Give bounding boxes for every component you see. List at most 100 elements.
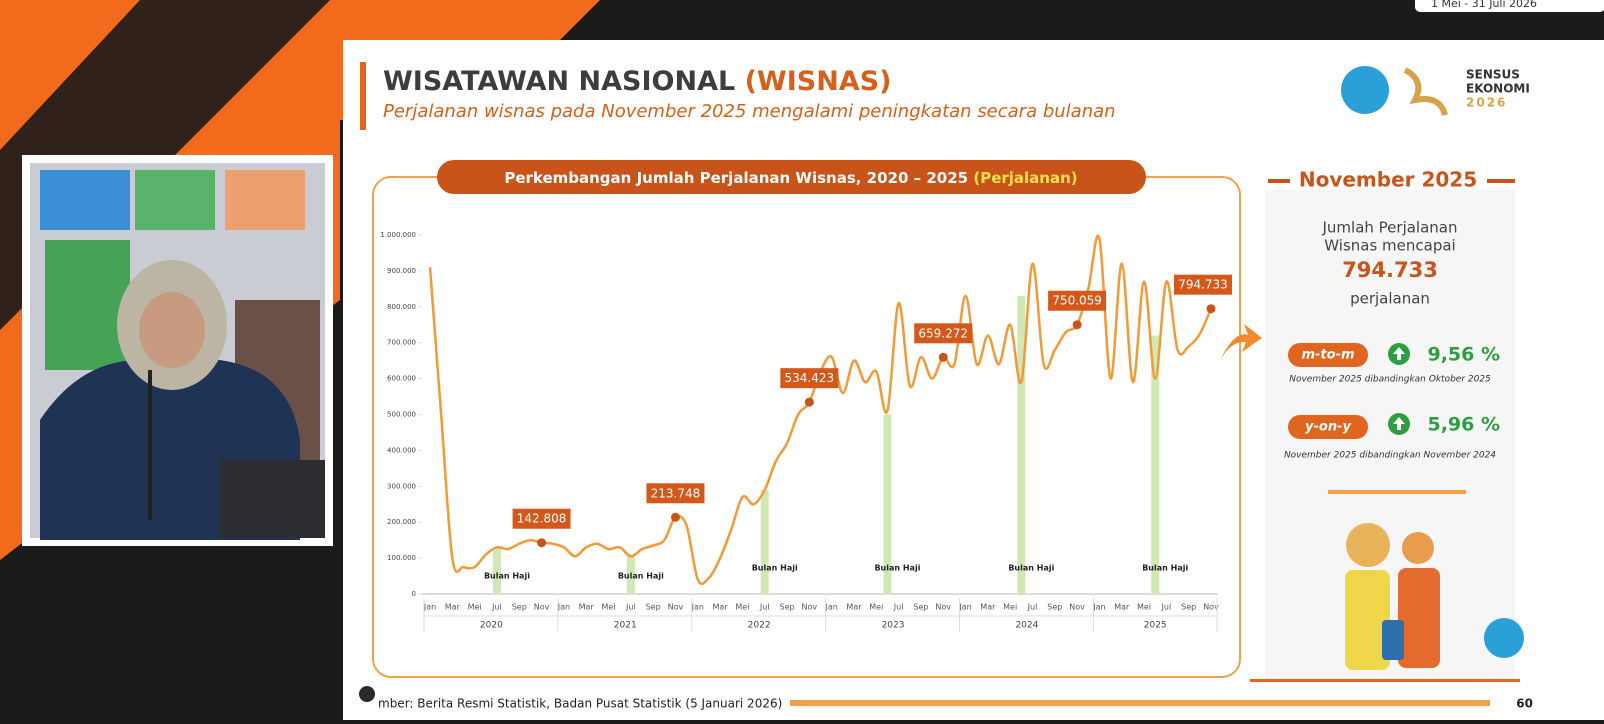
plot: 0 100.000 200.000 300.000 400.000 500.000 600.… (380, 231, 1232, 632)
data-label-box (780, 368, 839, 389)
label-point (1206, 304, 1216, 314)
data-label: 750.059 (1052, 294, 1102, 308)
haji-label: Bulan Haji (752, 564, 798, 573)
suitcase (1382, 620, 1404, 660)
bps-logo (1484, 618, 1524, 658)
traveler-illustration (1398, 568, 1440, 668)
y-tick-label: 100.000 (387, 554, 416, 562)
panel-heading: November 2025 (1299, 168, 1477, 192)
panel-unit: perjalanan (1350, 290, 1430, 308)
se-logo (1403, 67, 1448, 116)
yoy-pill (1288, 415, 1368, 439)
pen-icon (359, 686, 375, 702)
label-point (670, 512, 680, 522)
label-point (804, 397, 814, 407)
arrow (1220, 324, 1262, 360)
up-arrow (1393, 347, 1405, 360)
label-point (537, 538, 547, 548)
y-tick-label: 300.000 (387, 482, 416, 490)
wall-logo (45, 240, 130, 370)
x-tick-label: Mei (735, 603, 749, 612)
x-tick-label: Jul (893, 603, 904, 612)
panel-value: 794.733 (1342, 258, 1438, 282)
data-label-box (1174, 274, 1232, 295)
x-tick-label: Jul (625, 603, 636, 612)
year-label: 2022 (748, 621, 771, 631)
traveler-illustration (1402, 532, 1434, 564)
x-tick-label: Sep (646, 603, 661, 612)
chart-title: Perkembangan Jumlah Perjalanan Wisnas, 2… (504, 169, 1077, 187)
y-tick-label: 600.000 (387, 375, 416, 383)
traveler-illustration (1346, 523, 1390, 567)
badge (1415, 0, 1604, 12)
year-label: 2025 (1144, 621, 1167, 631)
y-tick-label: 500.000 (387, 411, 416, 419)
x-tick-label: Nov (802, 603, 818, 612)
x-tick-label: Sep (512, 603, 527, 612)
x-tick-label: Sep (779, 603, 794, 612)
panel-rule (1250, 679, 1520, 682)
x-tick-label: Nov (935, 603, 951, 612)
x-tick-label: Mei (1137, 603, 1151, 612)
x-tick-label: Nov (668, 603, 684, 612)
mtm-note: November 2025 dibandingkan Oktober 2025 (1289, 375, 1491, 385)
mtm-pill (1288, 343, 1368, 367)
haji-bar (883, 414, 892, 594)
data-label: 534.423 (785, 371, 835, 385)
haji-bar (626, 554, 635, 594)
panel-lead: Wisnas mencapai (1324, 237, 1455, 255)
haji-label: Bulan Haji (484, 572, 530, 581)
x-tick-label: Nov (534, 603, 550, 612)
y-tick-label: 1.000.000 (380, 231, 416, 239)
x-tick-label: Mar (1114, 603, 1130, 612)
face (139, 292, 205, 368)
y-tick-label: 0 (412, 590, 416, 598)
source: mber: Berita Resmi Statistik, Badan Pusa… (378, 697, 782, 711)
x-tick-label: Jan (1092, 603, 1105, 612)
wall-logo (225, 170, 305, 230)
logo-text: SENSUS (1466, 68, 1520, 82)
x-tick-label: Sep (1181, 603, 1196, 612)
title-bar (360, 62, 366, 130)
year-label: 2024 (1015, 621, 1038, 631)
x-tick-label: Jan (423, 603, 436, 612)
slide-title: WISATAWAN NASIONAL (WISNAS) (383, 66, 892, 97)
x-tick-label: Mei (468, 603, 482, 612)
x-tick-label: Sep (1047, 603, 1062, 612)
x-tick-label: Mei (1003, 603, 1017, 612)
label-point (938, 352, 948, 362)
haji-label: Bulan Haji (1008, 564, 1054, 573)
footer-bar (790, 700, 1490, 706)
y-tick-label: 700.000 (387, 339, 416, 347)
x-tick-label: Mar (980, 603, 996, 612)
x-tick-label: Jul (759, 603, 770, 612)
yoy-note: November 2025 dibandingkan November 2024 (1284, 451, 1496, 461)
x-tick-label: Jan (958, 603, 971, 612)
haji-bar (492, 547, 501, 594)
chart-title-pill (437, 160, 1146, 194)
wall-logo (40, 170, 130, 230)
x-tick-label: Jan (824, 603, 837, 612)
panel-lead: Jumlah Perjalanan (1321, 219, 1457, 237)
data-label-box (1048, 290, 1107, 311)
badge-text: 1 Mei - 31 Juli 2026 (1431, 0, 1537, 10)
data-label: 142.808 (517, 512, 567, 526)
mtm-label: m-to-m (1301, 348, 1354, 363)
mtm-value: 9,56 % (1427, 344, 1500, 366)
data-label-box (914, 323, 973, 344)
year-label: 2021 (614, 621, 637, 631)
data-label: 659.272 (918, 326, 968, 340)
haji-label: Bulan Haji (874, 564, 920, 573)
x-tick-label: Mar (445, 603, 461, 612)
bps-logo (1341, 66, 1389, 114)
x-tick-label: Mei (869, 603, 883, 612)
y-tick-label: 400.000 (387, 446, 416, 454)
logo-text: EKONOMI (1466, 82, 1530, 96)
x-tick-label: Jan (691, 603, 704, 612)
x-tick-label: Jul (491, 603, 502, 612)
y-tick-label: 900.000 (387, 267, 416, 275)
x-tick-label: Mar (846, 603, 862, 612)
y-tick-label: 200.000 (387, 518, 416, 526)
label-point (1072, 320, 1082, 330)
